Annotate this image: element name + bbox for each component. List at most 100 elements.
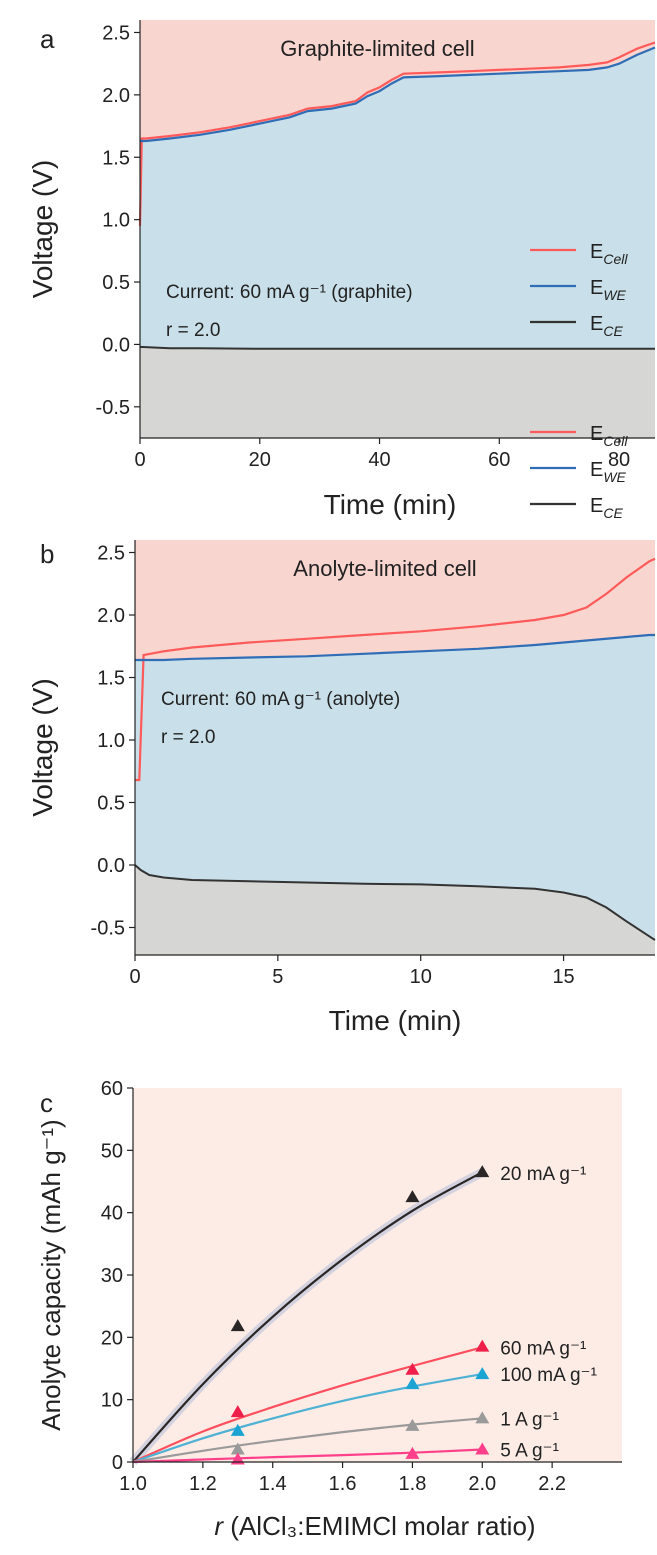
y-tick-label: 0.5 (97, 793, 125, 815)
chart-title: Anolyte-limited cell (293, 556, 476, 581)
y-axis-title: Anolyte capacity (mAh g⁻¹) (36, 1119, 66, 1430)
x-axis-title: Time (min) (324, 489, 457, 520)
plot-background (133, 1088, 622, 1462)
series-line-e-ce (139, 345, 655, 350)
y-tick-label: 0.0 (97, 855, 125, 877)
y-tick-label: 2.0 (102, 85, 130, 107)
legend-label-sub: WE (603, 469, 626, 485)
y-axis-title: Voltage (V) (27, 678, 58, 817)
data-point-marker (475, 1442, 490, 1455)
y-tick-label: 2.5 (97, 543, 125, 565)
x-tick-label: 1.6 (329, 1473, 357, 1495)
panel-letter: c (40, 1088, 53, 1118)
y-axis-title: Voltage (V) (27, 160, 58, 299)
x-tick-label: 0 (129, 966, 140, 988)
chart-title: Graphite-limited cell (280, 36, 474, 61)
legend-label: ECE (590, 495, 623, 521)
x-tick-label: 1.2 (189, 1473, 217, 1495)
y-tick-label: 2.0 (97, 605, 125, 627)
y-tick-label: 0 (112, 1452, 123, 1474)
x-axis-title: Time (min) (329, 1005, 462, 1036)
y-tick-label: 0.0 (102, 334, 130, 356)
series-line-e-cell (135, 557, 656, 782)
data-point-marker (475, 1411, 490, 1424)
series-line-e-ce (134, 864, 656, 941)
x-tick-label: 2.0 (468, 1473, 496, 1495)
legend-label-main: E (590, 495, 603, 517)
legend-label: ECell (590, 423, 628, 449)
x-axis-title: r (AlCl₃:EMIMCl molar ratio) (214, 1511, 535, 1541)
series-label: 60 mA g⁻¹ (500, 1338, 586, 1359)
series-line-e-we (135, 633, 655, 662)
legend-label: ECE (590, 313, 623, 339)
fit-curve (132, 1373, 483, 1464)
y-tick-label: 10 (101, 1390, 123, 1412)
area-ce (135, 865, 655, 955)
x-tick-label: 80 (608, 449, 630, 471)
series-group: 20 mA g⁻¹ (129, 1164, 586, 1465)
x-tick-label: 1.4 (259, 1473, 287, 1495)
legend-label-main: E (590, 313, 603, 335)
data-point-marker (405, 1446, 420, 1459)
data-point-marker (230, 1405, 245, 1418)
ratio-annotation: r = 2.0 (161, 727, 215, 748)
fit-curve (132, 1171, 483, 1463)
data-point-marker (475, 1339, 490, 1352)
data-point-marker (230, 1442, 245, 1455)
panel-letter: b (40, 539, 54, 569)
panel-b: b Anolyte-limited cellECellEWEECECurrent:… (27, 423, 656, 1036)
x-axis-title-rest: (AlCl₃:EMIMCl molar ratio) (223, 1511, 536, 1541)
x-axis-title-var: r (214, 1511, 224, 1541)
x-tick-label: 5 (272, 966, 283, 988)
fit-curve (132, 1448, 483, 1464)
current-annotation: Current: 60 mA g⁻¹ (anolyte) (161, 689, 400, 710)
data-point-marker (405, 1418, 420, 1431)
area-ce (140, 346, 655, 438)
y-tick-label: 2.5 (102, 22, 130, 44)
legend-label-main: E (590, 459, 603, 481)
legend-label-main: E (590, 241, 603, 263)
legend-label-main: E (590, 277, 603, 299)
y-tick-label: 30 (101, 1265, 123, 1287)
legend-label-main: E (590, 423, 603, 445)
legend-label: EWE (590, 459, 627, 485)
data-point-marker (230, 1423, 245, 1436)
legend-label-sub: WE (603, 287, 626, 303)
x-tick-label: 2.2 (538, 1473, 566, 1495)
fit-curve (132, 1417, 483, 1464)
area-we (135, 635, 655, 940)
y-tick-label: 20 (101, 1327, 123, 1349)
legend-label-sub: CE (603, 505, 623, 521)
series-group: 1 A g⁻¹ (132, 1409, 559, 1464)
panel-c: c 20 mA g⁻¹ 60 mA g⁻¹ 100 mA g⁻¹ 1 A g⁻¹ 5 A … (36, 1078, 622, 1541)
data-point-marker (405, 1362, 420, 1375)
x-tick-label: 15 (552, 966, 574, 988)
panel-letter: a (40, 24, 55, 54)
current-annotation: Current: 60 mA g⁻¹ (graphite) (166, 282, 413, 303)
y-tick-label: 1.5 (97, 668, 125, 690)
panel-a: a Graphite-limited cellECellEWEECECurrent… (27, 20, 656, 520)
y-tick-label: 0.5 (102, 272, 130, 294)
x-tick-label: 20 (249, 449, 271, 471)
data-point-marker (405, 1190, 420, 1203)
series-label: 1 A g⁻¹ (500, 1409, 559, 1430)
series-group: 60 mA g⁻¹ (132, 1338, 586, 1464)
data-point-marker (475, 1165, 490, 1178)
legend-label-sub: CE (603, 323, 623, 339)
data-point-marker (475, 1367, 490, 1380)
ratio-annotation: r = 2.0 (166, 320, 220, 341)
series-label: 20 mA g⁻¹ (500, 1164, 586, 1185)
legend-label-sub: Cell (603, 433, 628, 449)
x-tick-label: 1.8 (399, 1473, 427, 1495)
series-label: 100 mA g⁻¹ (500, 1365, 597, 1386)
legend-label: ECell (590, 241, 628, 267)
x-tick-label: 10 (410, 966, 432, 988)
x-tick-label: 1.0 (119, 1473, 147, 1495)
y-tick-label: 1.0 (97, 730, 125, 752)
data-point-marker (405, 1377, 420, 1390)
series-group: 100 mA g⁻¹ (132, 1365, 597, 1464)
y-tick-label: -0.5 (91, 918, 125, 940)
y-tick-label: -0.5 (96, 397, 130, 419)
legend-label: EWE (590, 277, 627, 303)
